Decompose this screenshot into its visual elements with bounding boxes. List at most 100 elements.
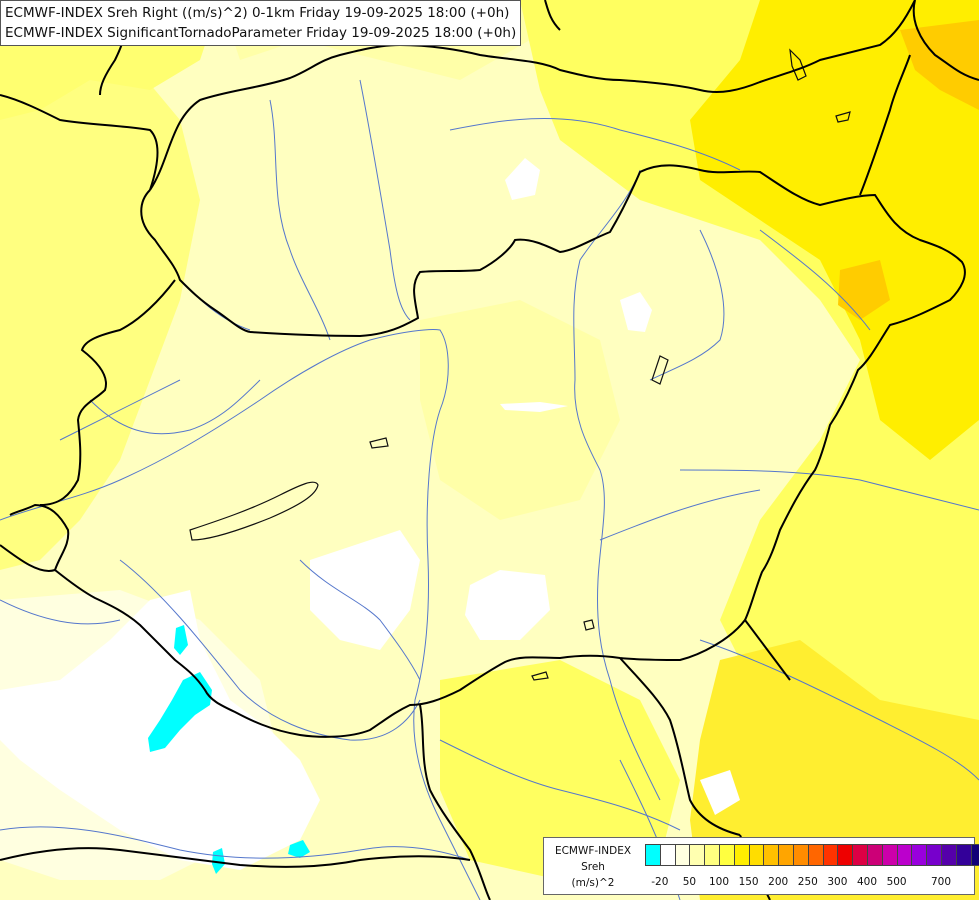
legend-swatch bbox=[793, 845, 809, 865]
legend-swatch bbox=[705, 845, 720, 865]
river-west-3 bbox=[89, 379, 261, 435]
legend-swatch bbox=[808, 845, 824, 865]
legend-tick: 500 bbox=[886, 876, 907, 888]
map-title-box: ECMWF-INDEX Sreh Right ((m/s)^2) 0-1km F… bbox=[0, 0, 522, 46]
legend-swatch bbox=[764, 845, 780, 865]
lake-small-3 bbox=[651, 355, 669, 385]
border-northeast-curve bbox=[912, 0, 979, 81]
map-title-line-2: ECMWF-INDEX SignificantTornadoParameter … bbox=[5, 25, 517, 41]
field-zone-southeast bbox=[690, 640, 979, 900]
legend-swatch bbox=[927, 845, 942, 865]
white-patch-central-south bbox=[310, 530, 420, 650]
border-hungary bbox=[9, 164, 966, 738]
white-patch-central bbox=[465, 570, 550, 640]
border-serbia-east bbox=[619, 657, 741, 836]
legend-tick: 150 bbox=[738, 876, 759, 888]
legend-swatch bbox=[749, 845, 765, 865]
border-serbia-croatia bbox=[419, 704, 491, 900]
legend-swatch bbox=[734, 845, 750, 865]
river-east-3 bbox=[679, 469, 979, 511]
white-patch-southeast bbox=[700, 770, 740, 815]
river-south-1 bbox=[439, 739, 681, 831]
field-zone-south bbox=[440, 660, 680, 880]
legend-tick: 100 bbox=[708, 876, 730, 888]
river-north-3 bbox=[449, 117, 741, 171]
river-east-4 bbox=[599, 489, 761, 541]
legend-source-label: ECMWF-INDEX bbox=[554, 845, 632, 857]
field-zone-west bbox=[0, 40, 200, 570]
legend-swatch bbox=[971, 845, 979, 865]
legend-swatch bbox=[823, 845, 839, 865]
cyan-patch-bottom-1 bbox=[288, 840, 310, 858]
white-patches bbox=[0, 158, 740, 870]
border-croatia-bosnia bbox=[0, 847, 471, 868]
map-title-line-1: ECMWF-INDEX Sreh Right ((m/s)^2) 0-1km F… bbox=[5, 5, 510, 21]
white-patch-bottom bbox=[180, 780, 270, 840]
legend-swatch bbox=[779, 845, 794, 865]
legend-tick-labels: -20 50 100 150 200 250 300 400 500 700 bbox=[645, 876, 975, 890]
legend-variable-label: Sreh bbox=[581, 861, 605, 873]
legend-swatch bbox=[941, 845, 957, 865]
legend-tick: 50 bbox=[682, 876, 697, 888]
river-danube bbox=[0, 329, 481, 900]
legend-swatch bbox=[660, 845, 676, 865]
border-slovakia-west bbox=[140, 189, 251, 333]
legend-swatch bbox=[646, 845, 661, 865]
lake-small-4 bbox=[531, 671, 549, 681]
legend-tick: 250 bbox=[797, 876, 818, 888]
river-sava-upper bbox=[0, 599, 121, 625]
legend-tick: -20 bbox=[651, 876, 669, 888]
cyan-patch-small bbox=[174, 625, 188, 655]
border-austria-west bbox=[39, 279, 176, 506]
lake-north bbox=[789, 48, 807, 81]
lake-small-1 bbox=[369, 437, 389, 449]
border-slovenia bbox=[0, 544, 56, 572]
legend-tick: 400 bbox=[856, 876, 878, 888]
river-drava bbox=[119, 559, 421, 741]
legend-swatch bbox=[675, 845, 691, 865]
legend-tick: 700 bbox=[930, 876, 952, 888]
lake-small-2 bbox=[835, 111, 851, 123]
field-zone-northeast-peak bbox=[900, 20, 979, 110]
cyan-patches bbox=[148, 625, 310, 874]
legend-color-scale bbox=[645, 844, 979, 866]
river-tisza bbox=[573, 169, 661, 801]
border-slovakia-north bbox=[149, 0, 916, 191]
border-romania-serbia bbox=[744, 619, 791, 681]
cyan-patch-main bbox=[148, 672, 212, 752]
river-north-1 bbox=[269, 99, 331, 341]
lakes bbox=[189, 48, 851, 681]
legend-swatch bbox=[719, 845, 735, 865]
legend-swatch bbox=[882, 845, 898, 865]
white-patch-streak bbox=[500, 402, 568, 412]
legend-unit-label: (m/s)^2 bbox=[571, 877, 615, 889]
border-north-small bbox=[544, 0, 561, 31]
river-east-1 bbox=[649, 229, 725, 381]
legend-tick: 200 bbox=[768, 876, 789, 888]
border-czech-north bbox=[0, 94, 159, 191]
border-ukraine-romania bbox=[859, 54, 911, 196]
field-zone-east-strong bbox=[690, 0, 979, 460]
river-north-2 bbox=[359, 79, 411, 321]
legend-swatch bbox=[690, 845, 706, 865]
legend-swatch bbox=[838, 845, 854, 865]
color-legend: ECMWF-INDEX Sreh (m/s)^2 -20 50 100 150 200 2… bbox=[543, 837, 979, 895]
river-east-2 bbox=[759, 229, 871, 331]
white-patch-north bbox=[505, 158, 540, 200]
legend-swatch bbox=[912, 845, 928, 865]
river-sava bbox=[0, 826, 471, 861]
river-west-2 bbox=[59, 379, 181, 441]
river-southeast bbox=[699, 639, 979, 781]
river-south-2 bbox=[299, 559, 421, 681]
lake-balaton bbox=[189, 481, 319, 541]
white-patch-east bbox=[620, 292, 652, 332]
legend-swatch bbox=[867, 845, 883, 865]
lake-small-5 bbox=[583, 619, 595, 631]
legend-tick: 300 bbox=[827, 876, 848, 888]
legend-swatch bbox=[956, 845, 972, 865]
cyan-patch-bottom-2 bbox=[212, 848, 225, 874]
field-zone-east-peak bbox=[838, 260, 890, 320]
legend-swatch bbox=[897, 845, 913, 865]
legend-swatch bbox=[853, 845, 868, 865]
